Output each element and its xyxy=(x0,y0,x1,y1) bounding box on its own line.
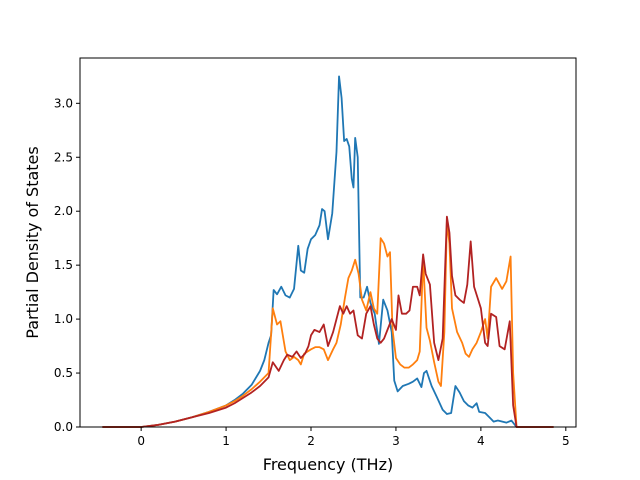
x-tick-label: 0 xyxy=(137,434,145,448)
x-tick-label: 5 xyxy=(562,434,570,448)
x-tick-label: 4 xyxy=(477,434,485,448)
y-tick-label: 0.0 xyxy=(54,420,73,434)
plot-frame xyxy=(79,57,577,428)
x-ticks: 0 1 2 3 4 5 xyxy=(137,427,570,448)
series-layer xyxy=(102,75,554,428)
series-line-2 xyxy=(102,221,554,428)
x-tick-label: 2 xyxy=(307,434,315,448)
y-tick-label: 3.0 xyxy=(54,96,73,110)
y-tick-label: 2.5 xyxy=(54,150,73,164)
y-tick-label: 1.5 xyxy=(54,258,73,272)
y-tick-label: 1.0 xyxy=(54,312,73,326)
series-line-3 xyxy=(102,215,554,428)
y-tick-label: 0.5 xyxy=(54,366,73,380)
y-ticks: 0.0 0.5 1.0 1.5 2.0 2.5 3.0 xyxy=(54,96,80,434)
x-tick-label: 3 xyxy=(392,434,400,448)
y-tick-label: 2.0 xyxy=(54,204,73,218)
y-axis-label: Partial Density of States xyxy=(23,146,42,338)
x-axis-label: Frequency (THz) xyxy=(263,455,393,474)
x-tick-label: 1 xyxy=(222,434,230,448)
